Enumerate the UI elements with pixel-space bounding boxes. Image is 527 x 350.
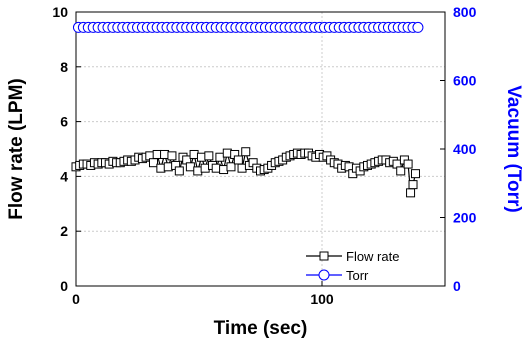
y-axis-title-right: Vacuum (Torr): [503, 85, 524, 212]
tick-label-left-8: 8: [60, 59, 68, 75]
data-point-flow-33: [193, 166, 203, 176]
tick-label-left-4: 4: [60, 168, 68, 184]
data-point-flow-88: [396, 166, 406, 176]
plot-frame: [75, 11, 446, 287]
data-point-flow-40: [219, 165, 229, 175]
grid-lines: [75, 11, 445, 287]
data-point-flow-25: [163, 162, 173, 172]
data-point-flow-42: [226, 162, 236, 172]
data-point-flow-93: [410, 169, 420, 179]
data-point-flow-24: [160, 149, 170, 159]
data-point-flow-38: [211, 163, 221, 173]
tick-label-right-800: 800: [453, 4, 477, 20]
tick-label-right-400: 400: [453, 141, 477, 157]
legend: Flow rate Torr: [306, 249, 399, 283]
data-point-flow-45: [237, 163, 247, 173]
data-point-flow-46: [241, 147, 251, 157]
data-point-flow-23: [156, 163, 166, 173]
tick-label-x-0: 0: [72, 291, 80, 307]
data-point-flow-44: [233, 155, 243, 165]
legend-marker-flow-rate: [319, 251, 329, 261]
data-point-flow-34: [196, 152, 206, 162]
data-point-flow-22: [152, 149, 162, 159]
x-axis-title: Time (sec): [214, 318, 308, 339]
data-point-flow-35: [200, 163, 210, 173]
data-point-flow-39: [215, 152, 225, 162]
series-flow-rate: [71, 147, 420, 198]
series-torr: [72, 21, 424, 33]
tick-label-left-0: 0: [60, 278, 68, 294]
data-point-flow-36: [204, 151, 214, 161]
data-point-flow-32: [189, 149, 199, 159]
data-point-flow-91: [406, 188, 416, 198]
tick-label-left-2: 2: [60, 223, 68, 239]
data-point-flow-92: [408, 180, 418, 190]
series-layer: [71, 21, 424, 198]
data-point-torr-69: [412, 21, 424, 33]
data-point-flow-26: [167, 151, 177, 161]
legend-marker-torr: [318, 269, 330, 281]
tick-label-left-6: 6: [60, 114, 68, 130]
data-point-flow-21: [148, 158, 158, 168]
tick-label-right-200: 200: [453, 210, 477, 226]
data-point-flow-90: [403, 159, 413, 169]
data-point-flow-41: [222, 148, 232, 158]
tick-label-left-10: 10: [52, 4, 68, 20]
y-axis-title-left: Flow rate (LPM): [6, 78, 27, 219]
legend-item-flow-rate: Flow rate: [306, 249, 399, 264]
legend-label-flow-rate: Flow rate: [346, 249, 399, 264]
tick-label-right-0: 0: [453, 278, 461, 294]
data-point-flow-31: [185, 162, 195, 172]
legend-item-torr: Torr: [306, 268, 369, 283]
tick-label-x-100: 100: [310, 291, 334, 307]
legend-label-torr: Torr: [346, 268, 369, 283]
data-point-flow-28: [174, 166, 184, 176]
tick-label-right-600: 600: [453, 73, 477, 89]
